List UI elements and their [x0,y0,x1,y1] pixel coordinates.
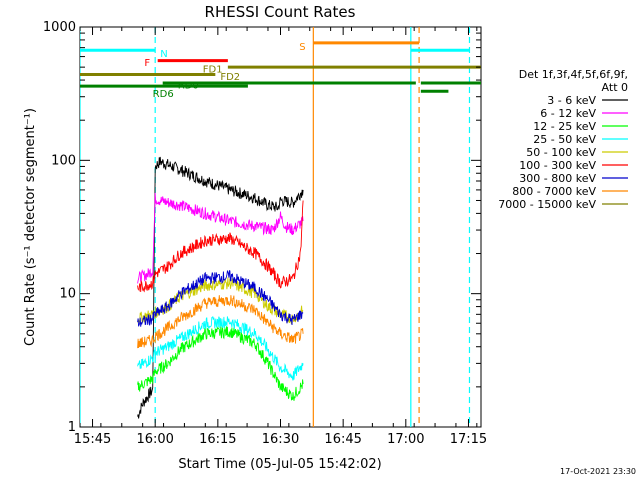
y-tick-label: 100 [51,153,76,168]
legend-entry-label: 6 - 12 keV [540,107,596,120]
y-tick-label: 1000 [43,20,76,35]
legend-entry-label: 800 - 7000 keV [512,185,596,198]
chart-title: RHESSI Count Rates [205,3,356,21]
y-tick-label: 10 [59,287,76,302]
y-axis-label: Count Rate (s⁻¹ detector segment⁻¹) [23,108,38,346]
legend-entry-label: 7000 - 15000 keV [498,198,596,211]
legend-entry-label: 25 - 50 keV [533,133,596,146]
footer-timestamp: 17-Oct-2021 23:30 [560,467,636,476]
y-tick-label: 1 [68,420,76,435]
x-tick-label: 16:30 [262,432,299,447]
x-tick-label: 16:45 [324,432,361,447]
legend: Det 1f,3f,4f,5f,6f,9f, Att 0 3 - 6 keV6 … [498,68,628,211]
legend-entry-label: 100 - 300 keV [519,159,596,172]
flag-bar-label: F [144,58,150,69]
flag-bar-label: N [160,49,167,60]
legend-entry-label: 50 - 100 keV [526,146,596,159]
series-line [137,315,304,381]
series-line [137,200,304,293]
flag-bars: NSFFD1FD2RD0RD6 [80,41,481,100]
series-line [137,269,304,327]
x-axis-label: Start Time (05-Jul-05 15:42:02) [178,457,381,472]
series-line [137,295,304,349]
legend-entry-label: 3 - 6 keV [547,94,596,107]
series-line [137,325,304,401]
legend-entry-label: 12 - 25 keV [533,120,596,133]
x-tick-label: 16:00 [136,432,173,447]
vertical-markers [80,27,471,427]
flag-bar-label: FD2 [220,72,240,83]
legend-header: Det 1f,3f,4f,5f,6f,9f, [519,68,628,81]
series-line [137,156,304,419]
axes: 15:45 16:00 16:15 16:30 16:45 17:00 17:15 1 10 10… [43,20,487,447]
flag-bar-label: S [299,42,305,53]
data-series [137,156,304,419]
x-tick-label: 15:45 [74,432,111,447]
flag-bar-label: FD1 [203,64,223,75]
x-tick-label: 17:00 [387,432,424,447]
legend-header-attenuator: Att 0 [602,81,628,94]
series-line [137,192,304,284]
x-tick-label: 17:15 [450,432,487,447]
x-tick-label: 16:15 [199,432,236,447]
legend-entry-label: 300 - 800 keV [519,172,596,185]
flag-bar-label: RD6 [153,89,174,100]
